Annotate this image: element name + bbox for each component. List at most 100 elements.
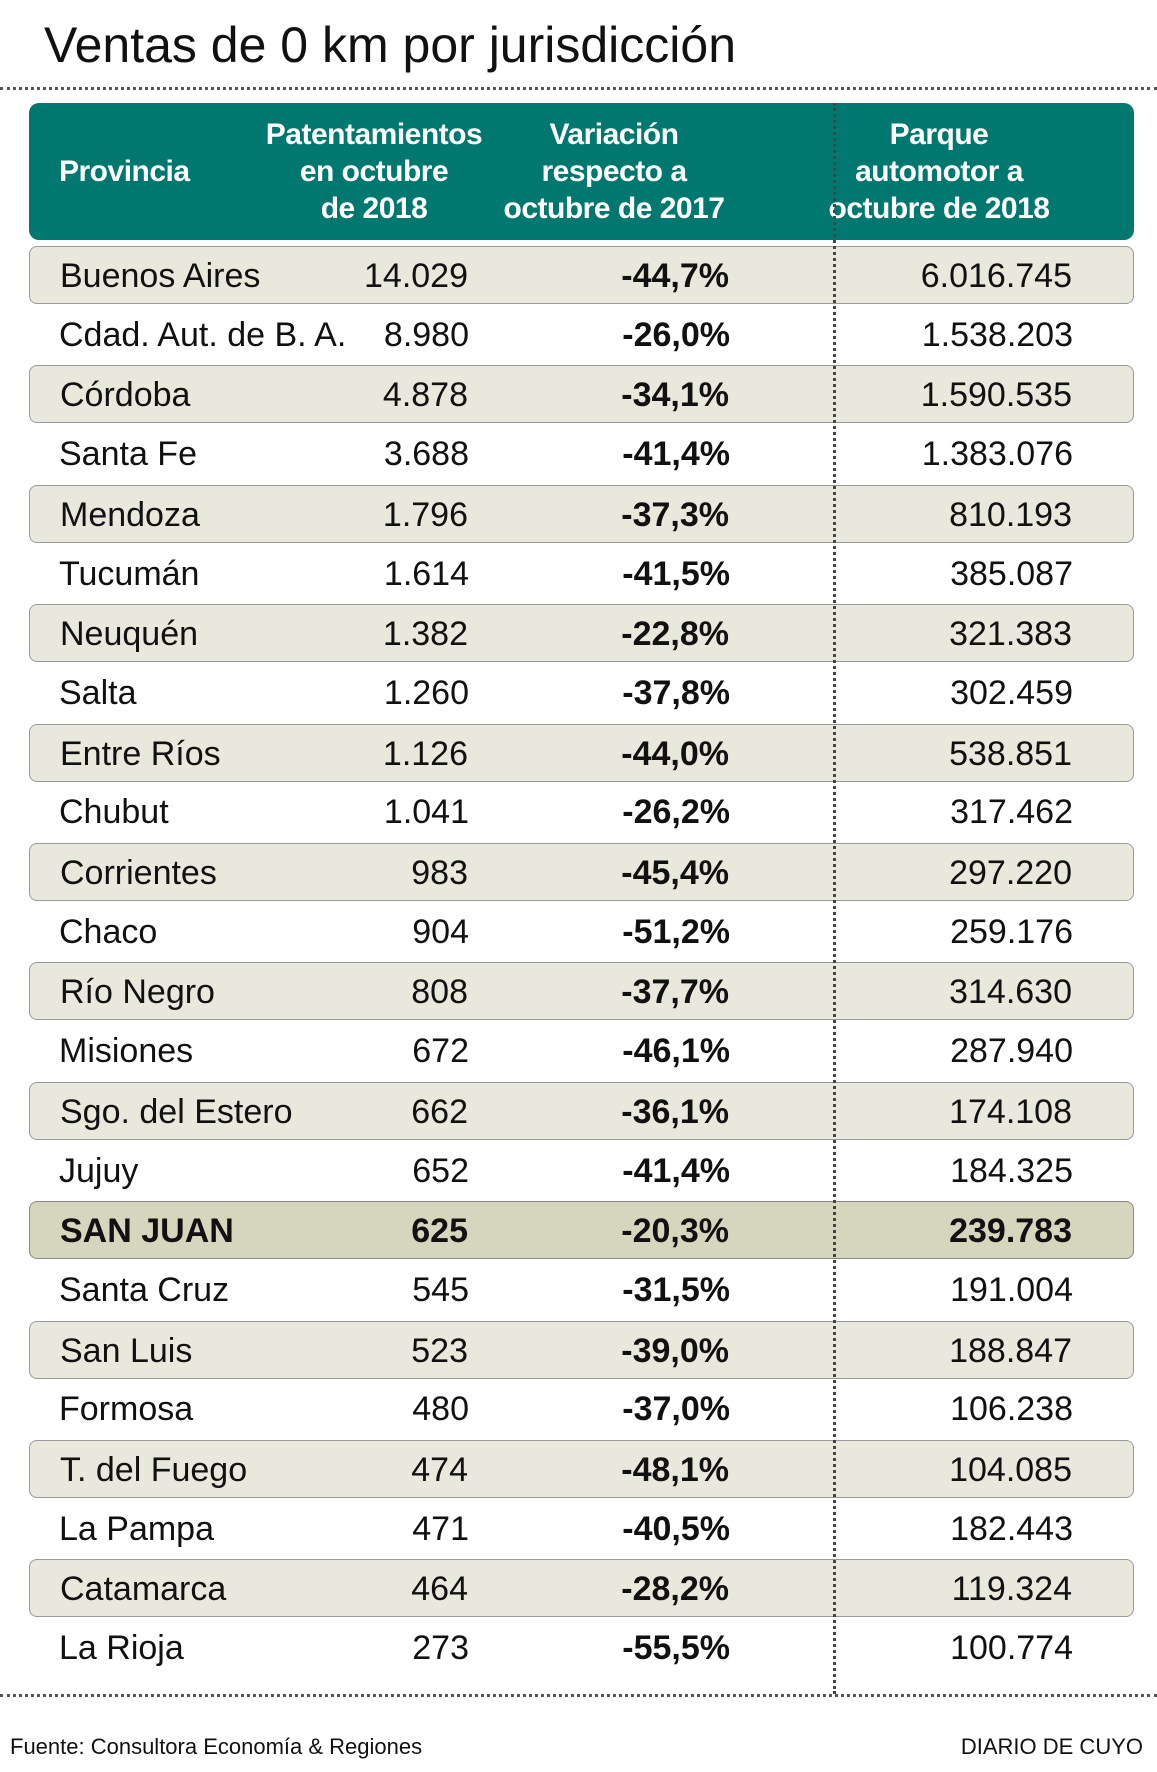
table-row: Chubut 1.041 -26,2% 317.462 <box>29 783 1134 841</box>
cell: 184.325 <box>950 1151 1073 1190</box>
province: La Pampa <box>59 1509 214 1548</box>
header-cell: Provincia <box>59 153 279 190</box>
cell: 652 <box>412 1151 469 1190</box>
cell: -41,4% <box>622 1151 730 1190</box>
cell: 983 <box>411 854 468 892</box>
province: Corrientes <box>60 854 217 892</box>
table-row: Córdoba 4.878 -34,1% 1.590.535 <box>29 365 1134 424</box>
title: Ventas de 0 km por jurisdicción <box>44 17 737 73</box>
header-line: Parque <box>889 118 989 151</box>
table-row: Salta 1.260 -37,8% 302.459 <box>29 664 1134 722</box>
table-header: Provincia Patentamientos en octubre de 2018… <box>29 103 1134 240</box>
cell: 1.538.203 <box>921 315 1073 354</box>
cell: 314.630 <box>949 973 1072 1012</box>
table-row: La Pampa 471 -40,5% 182.443 <box>29 1500 1134 1558</box>
cell: -37,7% <box>621 973 729 1012</box>
table-row: Mendoza 1.796 -37,3% 810.193 <box>29 484 1134 543</box>
province: Córdoba <box>60 376 191 415</box>
cell: 302.459 <box>950 673 1073 712</box>
province: Mendoza <box>60 495 200 534</box>
table-row: T. del Fuego 474 -48,1% 104.085 <box>29 1440 1134 1498</box>
header-line: respecto a <box>541 155 687 188</box>
table-row: Cdad. Aut. de B. A. 8.980 -26,0% 1.538.203 <box>29 306 1134 364</box>
table-row: Neuquén 1.382 -22,8% 321.383 <box>29 604 1134 663</box>
province: T. del Fuego <box>60 1451 248 1489</box>
cell: 188.847 <box>949 1331 1072 1370</box>
header-cell: Parque automotor a octubre de 2018 <box>744 116 1134 227</box>
cell: 904 <box>412 912 469 951</box>
cell: -48,1% <box>621 1451 729 1489</box>
cell: 4.878 <box>382 376 468 415</box>
table-row: Formosa 480 -37,0% 106.238 <box>29 1380 1134 1438</box>
cell: 6.016.745 <box>920 257 1072 295</box>
cell: -44,0% <box>621 734 729 773</box>
cell: 1.126 <box>382 734 468 773</box>
table-row: Misiones 672 -46,1% 287.940 <box>29 1022 1134 1080</box>
column-separator <box>833 103 836 1694</box>
cell: 259.176 <box>950 912 1073 951</box>
cell: 273 <box>412 1629 469 1668</box>
header-line: de 2018 <box>320 192 428 225</box>
cell: 1.796 <box>382 495 468 534</box>
cell: 321.383 <box>949 615 1072 654</box>
cell: -31,5% <box>622 1270 730 1309</box>
cell: 672 <box>412 1032 469 1071</box>
cell: 104.085 <box>949 1451 1072 1489</box>
province: Chaco <box>59 912 158 951</box>
province: Entre Ríos <box>60 734 221 773</box>
cell: 1.382 <box>382 615 468 654</box>
cell: 119.324 <box>951 1570 1072 1609</box>
header-line: Patentamientos <box>265 118 483 151</box>
province: Jujuy <box>59 1151 139 1190</box>
cell: 100.774 <box>950 1629 1073 1668</box>
cell: 3.688 <box>383 435 469 474</box>
cell: -36,1% <box>621 1092 729 1131</box>
header-cell: Patentamientos en octubre de 2018 <box>244 116 504 227</box>
cell: 8.980 <box>383 315 469 354</box>
province: Santa Fe <box>59 435 197 474</box>
table-row: Entre Ríos 1.126 -44,0% 538.851 <box>29 723 1134 782</box>
header-line: octubre de 2018 <box>828 192 1050 225</box>
divider <box>0 87 1157 90</box>
province: Cdad. Aut. de B. A. <box>59 315 347 354</box>
cell: -26,2% <box>622 793 730 832</box>
cell: -40,5% <box>622 1509 730 1548</box>
table-row: Tucumán 1.614 -41,5% 385.087 <box>29 545 1134 603</box>
province: Salta <box>59 673 137 712</box>
table-row: Chaco 904 -51,2% 259.176 <box>29 903 1134 961</box>
cell: -37,8% <box>622 673 730 712</box>
cell: -44,7% <box>621 257 729 295</box>
cell: 191.004 <box>950 1270 1073 1309</box>
cell: 1.383.076 <box>921 435 1073 474</box>
table-row: Santa Fe 3.688 -41,4% 1.383.076 <box>29 425 1134 483</box>
cell: 480 <box>412 1390 469 1429</box>
province: Buenos Aires <box>60 257 261 295</box>
table-row: Santa Cruz 545 -31,5% 191.004 <box>29 1261 1134 1319</box>
header-line: en octubre <box>299 155 449 188</box>
cell: 385.087 <box>950 554 1073 593</box>
table-row: Catamarca 464 -28,2% 119.324 <box>29 1559 1134 1618</box>
cell: 538.851 <box>949 734 1072 773</box>
table-row: Sgo. del Estero 662 -36,1% 174.108 <box>29 1081 1134 1140</box>
province: Catamarca <box>60 1570 227 1609</box>
cell: 317.462 <box>950 793 1073 832</box>
table-row: La Rioja 273 -55,5% 100.774 <box>29 1619 1134 1677</box>
table-row: Río Negro 808 -37,7% 314.630 <box>29 962 1134 1021</box>
cell: 662 <box>411 1092 468 1131</box>
cell: 1.614 <box>383 554 469 593</box>
cell: -37,3% <box>621 495 729 534</box>
cell: -46,1% <box>622 1032 730 1071</box>
province: Sgo. del Estero <box>60 1092 293 1131</box>
credit: DIARIO DE CUYO <box>960 1734 1143 1759</box>
table-row: Jujuy 652 -41,4% 184.325 <box>29 1142 1134 1200</box>
province: Río Negro <box>60 973 215 1012</box>
cell: -22,8% <box>621 615 729 654</box>
header-line: Provincia <box>59 155 190 188</box>
cell: 523 <box>411 1331 468 1370</box>
cell: -55,5% <box>622 1629 730 1668</box>
province: Tucumán <box>59 554 200 593</box>
province: Misiones <box>59 1032 194 1071</box>
header-line: automotor a <box>855 155 1023 188</box>
header-line: octubre de 2017 <box>503 192 725 225</box>
